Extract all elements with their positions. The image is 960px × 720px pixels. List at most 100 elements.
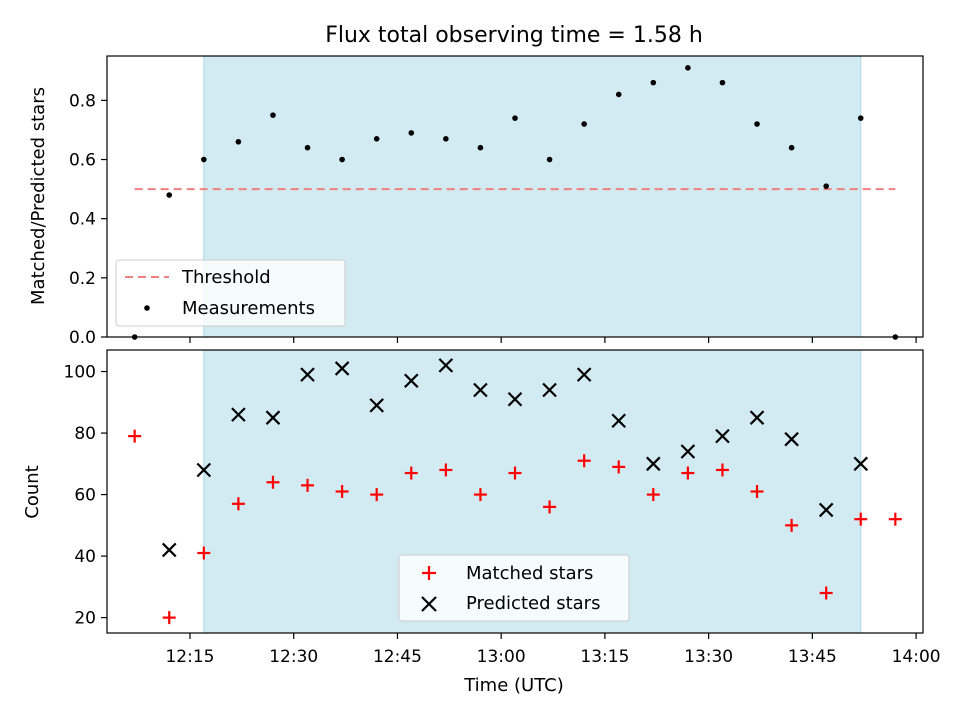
predicted-star-point <box>749 410 765 425</box>
measurement-point <box>857 115 864 121</box>
predicted-star-point <box>473 382 488 398</box>
predicted-x-b <box>369 398 384 413</box>
matched-star-point <box>439 463 453 477</box>
x-tick-label: 12:30 <box>269 647 318 667</box>
measurement-point <box>581 121 587 127</box>
matched-star-point <box>646 488 660 502</box>
matched-star-point <box>508 466 522 480</box>
legend-measurements-marker <box>144 305 150 311</box>
matched-star-point <box>785 518 799 532</box>
matched-star-point <box>197 546 211 560</box>
matched-star-point <box>543 500 557 514</box>
x-tick-label: 13:00 <box>477 647 526 667</box>
measurement-point <box>823 183 829 189</box>
top-y-tick-label: 0.8 <box>69 91 96 111</box>
measurement-point <box>443 136 449 142</box>
predicted-x-b <box>784 431 799 447</box>
legend-predicted-marker <box>421 596 437 612</box>
measurement-point <box>235 138 242 145</box>
matched-star-point <box>854 512 868 526</box>
top-y-tick-label: 0.2 <box>69 269 96 289</box>
predicted-star-point <box>715 428 730 444</box>
predicted-x-b <box>818 502 834 518</box>
x-tick-label: 14:00 <box>892 647 941 667</box>
predicted-x-b <box>507 391 523 407</box>
x-tick-label: 12:45 <box>373 647 422 667</box>
top-panel: 0.00.20.40.60.8 Matched/Predicted stars … <box>28 55 924 348</box>
bottom-axes-frame <box>106 349 924 634</box>
matched-star-point <box>370 488 384 502</box>
matched-star-point <box>231 497 245 511</box>
matched-star-point <box>301 478 315 492</box>
bottom-y-tick-label: 100 <box>64 363 96 383</box>
matched-star-point <box>473 488 487 502</box>
bottom-legend-frame <box>398 554 630 622</box>
predicted-star-point <box>784 431 799 447</box>
measurement-point <box>615 91 622 98</box>
matched-star-point <box>577 454 591 468</box>
legend-threshold-label: Threshold <box>181 267 271 288</box>
predicted-star-point <box>403 373 419 389</box>
x-tick-label: 13:30 <box>684 647 733 667</box>
predicted-x-b <box>438 358 454 373</box>
predicted-x-b <box>680 444 696 459</box>
matched-star-point <box>266 475 280 489</box>
measurement-point <box>477 144 484 151</box>
x-tick-label: 12:15 <box>165 647 214 667</box>
matched-star-point <box>819 586 833 600</box>
predicted-x-b <box>231 407 246 422</box>
predicted-star-point <box>611 413 627 429</box>
legend-measurements-label: Measurements <box>182 298 315 319</box>
bottom-y-tick-label: 80 <box>74 424 96 444</box>
bottom-y-tick-label: 60 <box>74 486 96 506</box>
predicted-x-b <box>749 410 765 425</box>
top-y-tick-label: 0.0 <box>69 328 96 348</box>
measurement-point <box>408 130 415 136</box>
matched-star-point <box>404 466 418 480</box>
bottom-y-tick-label: 40 <box>74 547 96 567</box>
matched-star-point <box>612 460 626 474</box>
measurement-point <box>650 79 657 86</box>
top-legend: Threshold Measurements <box>115 259 346 327</box>
predicted-star-point <box>646 456 661 472</box>
predicted-star-point <box>853 456 869 472</box>
predicted-x-b <box>334 361 350 376</box>
legend-matched-marker <box>422 566 436 580</box>
x-tick-label: 13:45 <box>788 647 837 667</box>
predicted-x-b <box>542 382 557 398</box>
top-legend-frame <box>115 259 346 327</box>
predicted-star-point <box>438 358 454 373</box>
x-axis-label: Time (UTC) <box>463 675 564 696</box>
predicted-star-point <box>507 391 523 407</box>
measurement-point <box>339 156 345 163</box>
measurement-point <box>270 112 276 118</box>
predicted-x-b <box>473 382 488 398</box>
predicted-x-b <box>161 542 177 558</box>
measurement-point <box>201 156 207 163</box>
predicted-x-b <box>576 367 592 382</box>
measurement-point <box>754 121 760 127</box>
predicted-star-point <box>576 367 592 382</box>
predicted-x-b <box>715 428 730 444</box>
measurement-point <box>685 65 691 71</box>
predicted-star-point <box>231 407 246 422</box>
matched-star-point <box>715 463 729 477</box>
predicted-star-point <box>161 542 177 558</box>
chart-title: Flux total observing time = 1.58 h <box>325 23 703 48</box>
predicted-x-b <box>265 410 281 425</box>
top-y-axis-label: Matched/Predicted stars <box>28 87 49 305</box>
matched-star-point <box>162 611 176 625</box>
predicted-x-b <box>646 456 661 472</box>
matched-star-point <box>750 485 764 498</box>
matched-star-point <box>888 512 902 526</box>
matched-star-point <box>335 485 349 498</box>
bottom-panel: 20 40 60 80 100 12:15 12:30 12:45 13:00 13:15 13:… <box>22 349 941 696</box>
measurement-point <box>304 144 311 151</box>
measurement-point <box>373 136 380 142</box>
legend-matched-label: Matched stars <box>466 563 593 584</box>
legend-predicted-label: Predicted stars <box>466 593 600 614</box>
bottom-y-axis-label: Count <box>22 465 43 518</box>
matched-star-point <box>128 429 142 443</box>
matched-star-point <box>681 466 695 480</box>
